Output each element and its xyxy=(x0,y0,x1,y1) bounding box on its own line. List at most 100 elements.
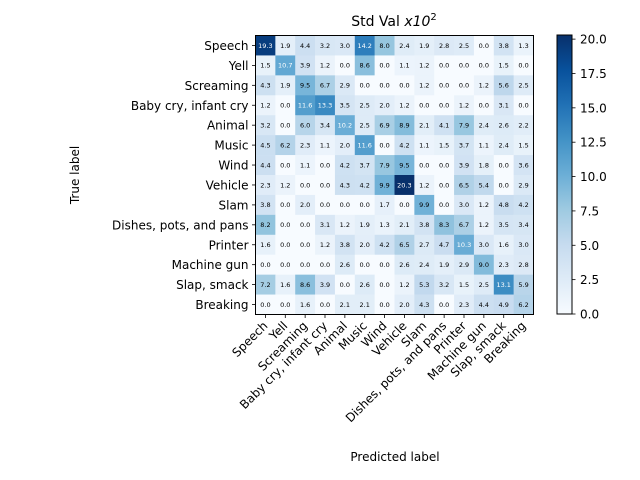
heatmap-cell xyxy=(493,214,514,236)
heatmap-cell-value: 2.0 xyxy=(399,301,409,309)
heatmap-cell xyxy=(374,135,395,156)
heatmap-cell-value: 3.2 xyxy=(439,281,449,289)
heatmap-cell xyxy=(295,274,316,295)
heatmap-cell xyxy=(414,135,435,156)
heatmap-cell xyxy=(493,234,514,256)
colorbar-tick-label: 20.0 xyxy=(580,33,607,47)
y-axis-ticks: Speech Yell Screaming Baby cry, infant cry A… xyxy=(112,39,256,312)
heatmap-cell xyxy=(493,194,514,216)
y-tick-label: Speech xyxy=(204,39,248,53)
heatmap-cell xyxy=(354,55,375,76)
heatmap-cell xyxy=(334,35,356,56)
heatmap-cell-value: 1.9 xyxy=(280,82,290,90)
heatmap-cell xyxy=(493,75,514,96)
heatmap-cell xyxy=(315,254,336,275)
heatmap-cell xyxy=(295,254,316,275)
heatmap-cell xyxy=(315,234,336,256)
heatmap-cell xyxy=(334,254,356,275)
heatmap-cell-value: 2.3 xyxy=(499,261,509,269)
heatmap-cell-value: 2.3 xyxy=(260,181,270,189)
heatmap-cell xyxy=(275,55,296,76)
heatmap-cell-value: 1.2 xyxy=(399,102,409,110)
heatmap-cell-value: 4.3 xyxy=(260,82,270,90)
heatmap-cell-value: 1.5 xyxy=(459,281,469,289)
heatmap-cell xyxy=(315,175,336,196)
heatmap-cell xyxy=(394,135,415,156)
heatmap-cell xyxy=(493,95,514,116)
heatmap-cell-value: 2.1 xyxy=(399,221,409,229)
heatmap-cell xyxy=(374,95,395,116)
heatmap-cell-value: 1.6 xyxy=(280,281,290,289)
heatmap-cell-value: 6.5 xyxy=(399,241,409,249)
heatmap-cell xyxy=(295,234,316,256)
heatmap-cell xyxy=(295,294,316,315)
heatmap-cell-value: 1.2 xyxy=(340,221,350,229)
heatmap-cell xyxy=(414,194,435,216)
heatmap-cell-value: 1.2 xyxy=(399,281,409,289)
heatmap-cell-value: 4.3 xyxy=(419,301,429,309)
heatmap-cell-value: 0.0 xyxy=(280,201,290,209)
heatmap-cell xyxy=(374,75,395,96)
heatmap-cell xyxy=(454,75,475,96)
heatmap-cell-value: 2.6 xyxy=(399,261,409,269)
y-tick-label: Slam xyxy=(219,198,249,212)
heatmap-cell xyxy=(255,234,276,256)
heatmap-cell-value: 13.1 xyxy=(496,281,510,289)
heatmap-cell xyxy=(374,35,395,56)
heatmap-cell xyxy=(394,294,415,315)
heatmap-cell xyxy=(295,35,316,56)
chart-title: Std Val x102 xyxy=(351,12,437,30)
heatmap-cell-value: 1.9 xyxy=(439,261,449,269)
heatmap-cell-value: 3.0 xyxy=(518,241,528,249)
heatmap-cell xyxy=(334,175,356,196)
heatmap-cell xyxy=(513,35,534,56)
heatmap-cell xyxy=(275,274,296,295)
heatmap-cell-value: 6.7 xyxy=(459,221,469,229)
heatmap-cell-value: 3.6 xyxy=(518,161,528,169)
heatmap-cell-value: 11.6 xyxy=(298,102,312,110)
heatmap-cell xyxy=(394,35,415,56)
heatmap-cell xyxy=(255,294,276,315)
heatmap-cell-value: 1.2 xyxy=(479,201,489,209)
heatmap-cell-value: 8.9 xyxy=(399,121,409,129)
heatmap-cell-value: 1.1 xyxy=(320,141,330,149)
heatmap-cell xyxy=(414,175,435,196)
heatmap-cell xyxy=(374,194,395,216)
heatmap-cell xyxy=(434,175,455,196)
y-tick-label: Screaming xyxy=(185,79,249,93)
heatmap-cell-value: 6.5 xyxy=(459,181,469,189)
y-tick-label: Animal xyxy=(207,119,249,133)
heatmap-cell xyxy=(295,55,316,76)
heatmap-cell-value: 1.6 xyxy=(499,241,509,249)
colorbar-tick-label: 7.5 xyxy=(580,204,599,218)
heatmap-cell xyxy=(354,234,375,256)
heatmap-cell-value: 3.1 xyxy=(499,102,509,110)
heatmap-cell-value: 0.0 xyxy=(280,102,290,110)
x-axis-label: Predicted label xyxy=(350,450,439,464)
heatmap-cell xyxy=(275,194,296,216)
heatmap-cell-value: 5.6 xyxy=(499,82,509,90)
heatmap-cell-value: 1.2 xyxy=(479,221,489,229)
heatmap-cell xyxy=(255,194,276,216)
heatmap-cell xyxy=(354,155,375,176)
heatmap-cell-value: 1.3 xyxy=(518,42,528,50)
heatmap-cell xyxy=(414,75,435,96)
heatmap-cell xyxy=(374,254,395,275)
heatmap-cell xyxy=(334,274,356,295)
heatmap-cell xyxy=(434,55,455,76)
heatmap-cell-value: 11.6 xyxy=(357,141,371,149)
heatmap-cell xyxy=(473,95,495,116)
heatmap-cell-value: 0.0 xyxy=(340,281,350,289)
heatmap-cell-value: 1.9 xyxy=(360,221,370,229)
heatmap-cell-value: 6.2 xyxy=(280,141,290,149)
y-tick-label: Baby cry, infant cry xyxy=(131,99,249,113)
heatmap-cell xyxy=(434,274,455,295)
heatmap-cell-value: 4.7 xyxy=(439,241,449,249)
heatmap-cell-value: 3.7 xyxy=(360,161,370,169)
heatmap-cell-value: 1.2 xyxy=(419,181,429,189)
heatmap-cell xyxy=(513,155,534,176)
heatmap-cell-value: 1.5 xyxy=(439,141,449,149)
heatmap-cell-value: 2.8 xyxy=(518,261,528,269)
heatmap-cell-value: 4.3 xyxy=(340,181,350,189)
heatmap-cell xyxy=(434,35,455,56)
